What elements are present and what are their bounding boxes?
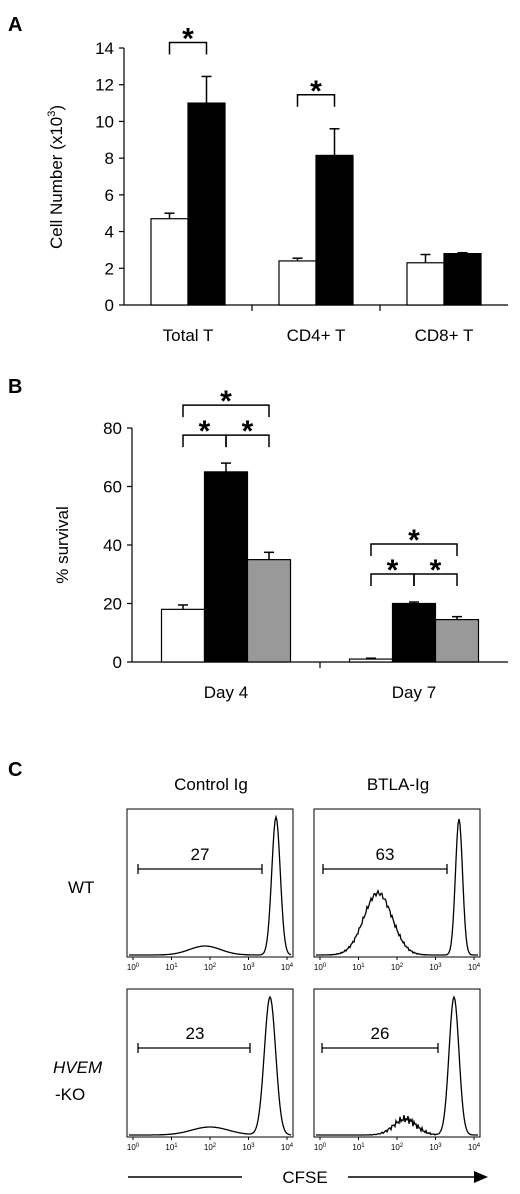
col-title-control-ig: Control Ig <box>174 775 248 794</box>
panel-c-letter: C <box>8 759 22 781</box>
histogram-frame <box>313 988 481 1138</box>
panel-a-x-tick-label: CD4+ T <box>287 326 346 345</box>
panel-a-y-tick-label: 12 <box>95 76 114 95</box>
panel-a-significance-star: * <box>182 22 194 55</box>
panel-a-y-tick-label: 14 <box>95 39 114 58</box>
panel-a-y-tick-label: 8 <box>105 149 114 168</box>
panel-b-x-tick-label: Day 7 <box>392 683 436 702</box>
panel-b-y-tick-label: 60 <box>103 478 122 497</box>
panel-a-bar <box>187 102 226 306</box>
cfse-axis-label: CFSE <box>282 1168 327 1187</box>
row-label-ko: -KO <box>55 1085 85 1104</box>
panel-b-letter: B <box>8 376 22 398</box>
panel-b-significance-bracket <box>413 573 458 587</box>
panel-b-bar <box>391 602 437 663</box>
panel-b-significance-bracket <box>182 404 270 418</box>
panel-b-significance-bracket <box>370 543 458 557</box>
panel-b-significance-star: * <box>242 415 254 448</box>
panel-a-y-tick-label: 10 <box>95 112 114 131</box>
gate-percentage: 23 <box>186 1024 205 1043</box>
histogram-x-tick-label: 100 <box>127 1143 140 1152</box>
panel-a-y-tick-label: 2 <box>105 259 114 278</box>
histogram-x-tick-label: 100 <box>314 963 327 972</box>
histogram-x-tick-label: 104 <box>281 963 294 972</box>
panel-a-y-tick-label: 0 <box>105 296 114 315</box>
panel-b-significance-star: * <box>430 554 442 587</box>
histogram-x-tick-label: 102 <box>204 1143 217 1152</box>
histogram-x-tick-label: 101 <box>165 963 178 972</box>
panel-c-histograms: 100 101 102 103 104 27 100 101 102 103 104 63 100 101… <box>126 808 481 1152</box>
panel-b-bar <box>203 471 249 663</box>
gate-percentage: 26 <box>371 1024 390 1043</box>
panel-a-y-tick-label: 6 <box>105 186 114 205</box>
panel-b-chart: 0 20 40 60 80 Day 4 Day 7 * * * * * * <box>103 385 508 702</box>
panel-b-y-tick-label: 0 <box>113 653 122 672</box>
histogram-x-tick-label: 103 <box>429 1143 442 1152</box>
histogram-curve <box>129 995 292 1136</box>
panel-a-bar <box>278 260 317 306</box>
histogram-curve <box>129 814 292 956</box>
histogram-x-tick-label: 102 <box>391 963 404 972</box>
panel-b-bar <box>160 608 206 663</box>
histogram-curve <box>316 995 478 1136</box>
panel-b-bar <box>348 658 394 663</box>
histogram-x-tick-label: 104 <box>281 1143 294 1152</box>
row-label-wt: WT <box>68 878 94 897</box>
histogram-x-tick-label: 102 <box>204 963 217 972</box>
panel-a-significance-star: * <box>310 75 322 108</box>
histogram-x-tick-label: 103 <box>242 963 255 972</box>
panel-a-significance-bracket <box>168 41 208 55</box>
histogram-x-tick-label: 100 <box>127 963 140 972</box>
panel-a-chart: 0 2 4 6 8 10 12 14 Total T CD4+ T CD8+ T * * <box>95 22 508 345</box>
panel-a-x-tick-label: Total T <box>163 326 214 345</box>
panel-b-significance-bracket <box>225 434 270 448</box>
panel-b-significance-star: * <box>220 385 232 418</box>
cfse-arrow-head-icon <box>474 1171 488 1183</box>
panel-a-bar <box>315 154 354 306</box>
gate-percentage: 27 <box>191 845 210 864</box>
panel-b-y-tick-label: 80 <box>103 419 122 438</box>
panel-b-bar <box>246 559 292 663</box>
histogram-x-tick-label: 101 <box>165 1143 178 1152</box>
col-title-btla-ig: BTLA-Ig <box>367 775 429 794</box>
panel-a-x-tick-label: CD8+ T <box>415 326 474 345</box>
panel-a-bar <box>443 253 482 306</box>
histogram-x-tick-label: 100 <box>314 1143 327 1152</box>
panel-b-x-tick-label: Day 4 <box>204 683 248 702</box>
histogram-x-tick-label: 101 <box>352 963 365 972</box>
panel-b-bar <box>434 618 480 663</box>
histogram-x-tick-label: 104 <box>468 1143 481 1152</box>
histogram-curve <box>316 818 478 956</box>
panel-b-significance-star: * <box>199 415 211 448</box>
panel-b-significance-star: * <box>408 524 420 557</box>
panel-a-letter: A <box>8 14 22 36</box>
histogram-x-tick-label: 102 <box>391 1143 404 1152</box>
panel-a-significance-bracket <box>296 94 336 107</box>
histogram-x-tick-label: 104 <box>468 963 481 972</box>
panel-b-significance-star: * <box>387 554 399 587</box>
panel-b-y-tick-label: 40 <box>103 536 122 555</box>
panel-a-bar <box>406 262 445 306</box>
histogram-x-tick-label: 103 <box>429 963 442 972</box>
histogram-x-tick-label: 101 <box>352 1143 365 1152</box>
panel-a-y-axis-label: Cell Number (x103) <box>46 105 66 249</box>
panel-a-y-tick-label: 4 <box>105 223 114 242</box>
panel-b-y-tick-label: 20 <box>103 595 122 614</box>
gate-percentage: 63 <box>376 845 395 864</box>
panel-a-bar <box>150 218 189 306</box>
panel-b-y-axis-label: % survival <box>53 506 72 583</box>
histogram-x-tick-label: 103 <box>242 1143 255 1152</box>
row-label-hvem: HVEM <box>53 1058 103 1077</box>
histogram-frame <box>126 988 294 1138</box>
